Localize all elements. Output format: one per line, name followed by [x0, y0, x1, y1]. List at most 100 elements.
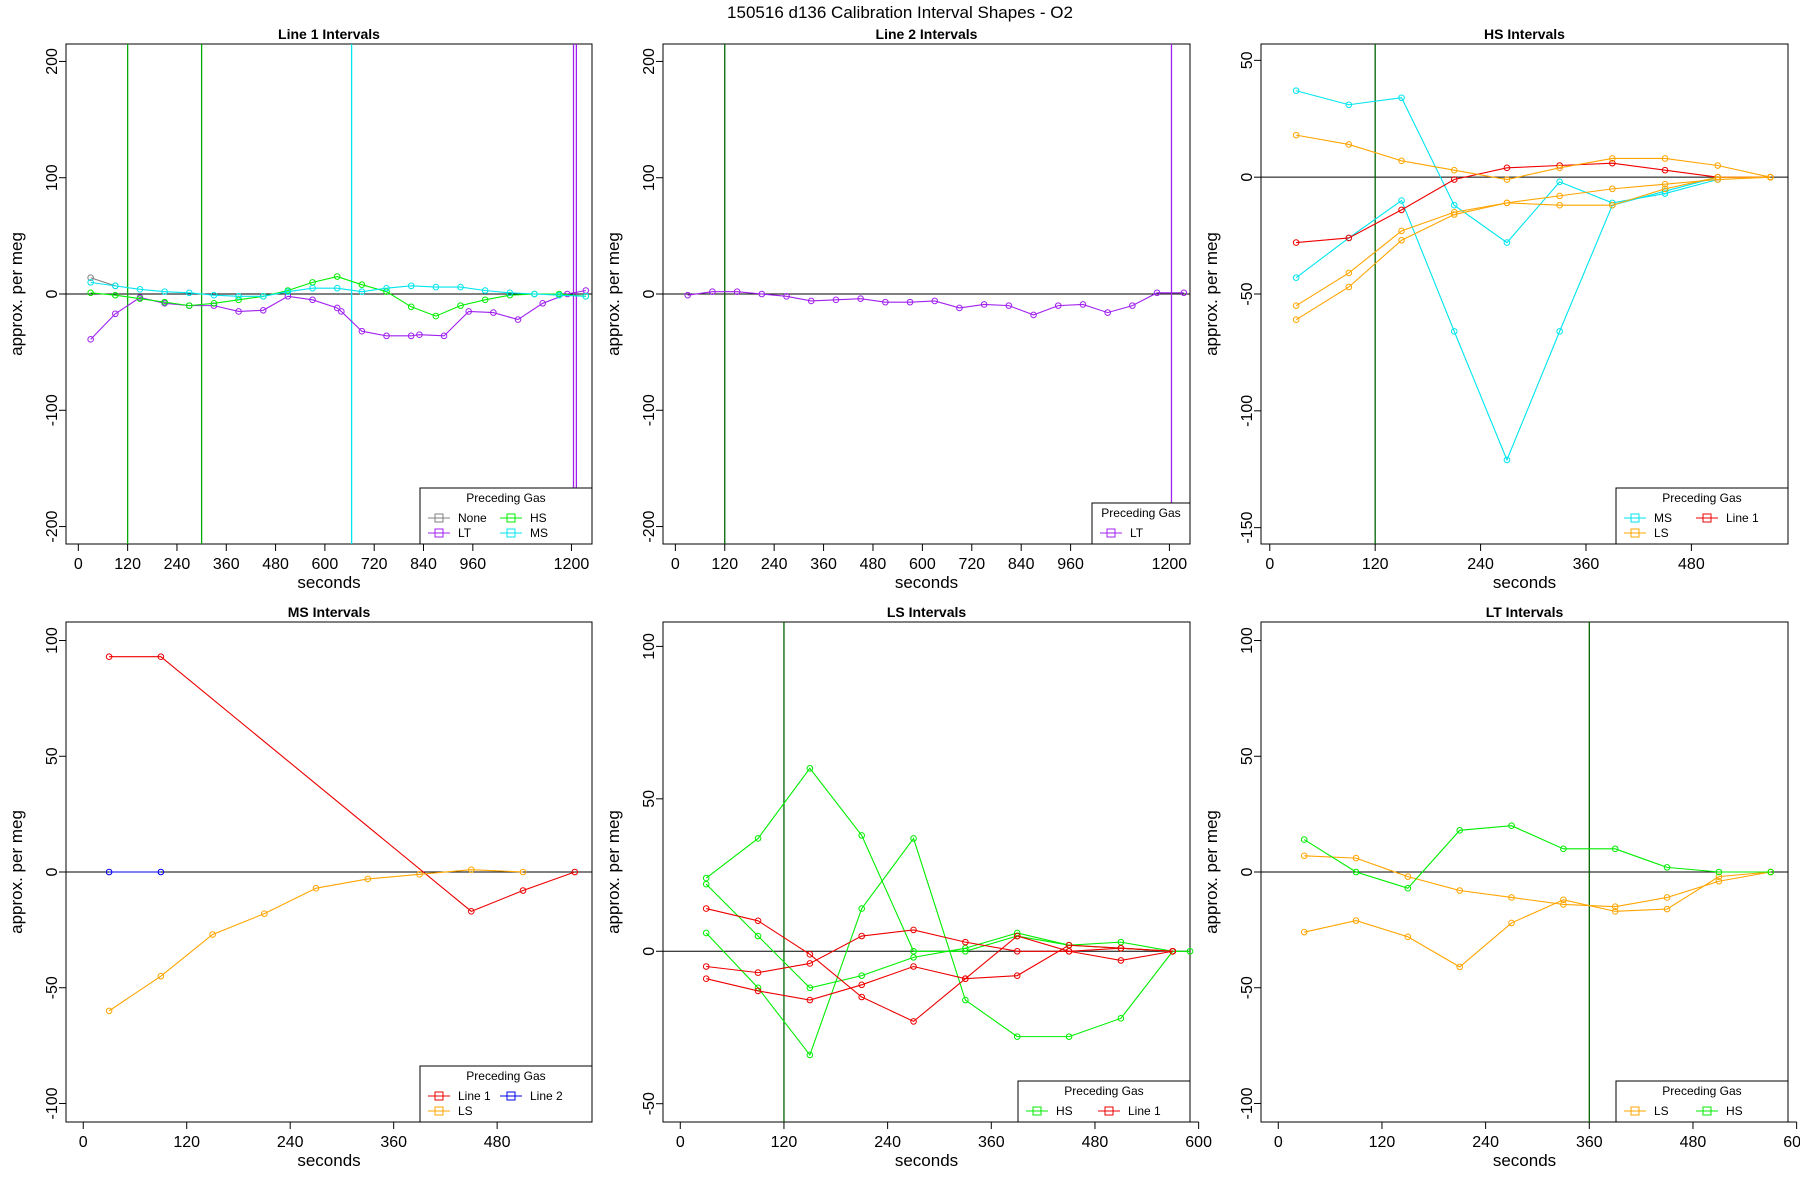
x-tick-label: 0 — [671, 556, 680, 573]
data-point — [1503, 239, 1511, 246]
legend-item-ls: LS — [428, 1104, 473, 1118]
y-tick-label: 100 — [44, 164, 61, 191]
x-tick-label: 360 — [1576, 1134, 1603, 1151]
legend-item-hs: HS — [1696, 1104, 1743, 1118]
data-point — [1180, 289, 1188, 297]
series-ls — [1292, 173, 1774, 309]
data-point — [383, 288, 390, 295]
data-point — [432, 283, 440, 291]
data-point — [1186, 947, 1194, 955]
data-point — [1398, 157, 1405, 165]
data-point — [906, 298, 914, 306]
legend-label: Line 2 — [530, 1089, 563, 1103]
series-line — [687, 291, 1184, 316]
series-line — [90, 281, 586, 297]
data-point — [161, 298, 168, 306]
chart-title: MS Intervals — [288, 604, 371, 620]
x-tick-label: 0 — [1274, 1134, 1283, 1151]
data-point — [806, 996, 814, 1004]
data-point — [1450, 176, 1458, 183]
legend-label: None — [458, 511, 487, 525]
series-ls — [1292, 131, 1774, 183]
data-point — [1345, 269, 1353, 277]
data-point — [416, 871, 423, 878]
legend-item-ls: LS — [1624, 1104, 1669, 1118]
x-tick-label: 840 — [1008, 556, 1035, 573]
data-point — [1352, 868, 1360, 876]
data-point — [1508, 894, 1515, 901]
y-tick-label: -100 — [641, 394, 658, 426]
legend-title: Preceding Gas — [466, 491, 545, 505]
series-line-1 — [105, 653, 579, 915]
data-point — [1714, 162, 1722, 169]
data-point — [481, 296, 489, 304]
data-point — [1503, 199, 1511, 207]
data-point — [481, 287, 489, 294]
series-line — [706, 944, 1173, 1001]
series-hs — [702, 835, 1177, 1059]
legend-label: LT — [1130, 526, 1144, 540]
series-lt — [684, 288, 1188, 319]
y-tick-label: 200 — [641, 48, 658, 75]
data-point — [1300, 836, 1308, 843]
legend-label: HS — [1726, 1104, 1743, 1118]
y-tick-label: 200 — [44, 48, 61, 75]
x-tick-label: 600 — [909, 556, 936, 573]
x-tick-label: 600 — [312, 556, 339, 573]
legend-item-ms: MS — [500, 526, 548, 540]
data-point — [1450, 201, 1458, 209]
series-line-1 — [702, 941, 1177, 1004]
x-tick-label: 240 — [164, 556, 191, 573]
data-point — [931, 297, 939, 305]
data-point — [312, 884, 320, 892]
x-tick-label: 360 — [1573, 556, 1600, 573]
series-line — [1303, 825, 1771, 889]
data-point — [754, 835, 762, 842]
data-point — [1663, 894, 1671, 901]
data-point — [467, 908, 475, 915]
legend-swatch-marker — [434, 1106, 444, 1116]
data-point — [858, 981, 866, 989]
series-ls — [105, 866, 527, 1015]
data-point — [754, 932, 762, 940]
data-point — [87, 274, 94, 282]
data-point — [1398, 94, 1405, 102]
data-point — [1352, 854, 1360, 862]
data-point — [1292, 316, 1300, 324]
chart-panel-ms-intervals: MS Intervals 0 120 240 360 480 -100 -50 0 50 100 se… — [7, 604, 593, 1170]
y-tick-label: -150 — [1239, 512, 1256, 544]
legend: Preceding Gas MS Line 1 LS — [1615, 487, 1789, 545]
legend-title: Preceding Gas — [466, 1069, 545, 1083]
x-tick-label: 360 — [380, 1134, 407, 1151]
data-point — [87, 336, 94, 343]
x-tick-label: 120 — [173, 1134, 200, 1151]
series-line — [1295, 90, 1718, 244]
y-tick-label: 50 — [44, 747, 61, 765]
data-point — [185, 289, 193, 297]
data-point — [1503, 176, 1511, 183]
series-line — [90, 277, 116, 287]
data-point — [1153, 289, 1161, 297]
data-point — [858, 972, 866, 979]
legend-swatch-marker — [434, 513, 444, 523]
data-point — [506, 289, 514, 297]
data-point — [235, 296, 242, 304]
data-point — [571, 868, 579, 876]
data-point — [432, 312, 440, 320]
chart-title: HS Intervals — [1484, 26, 1565, 42]
legend-swatch-marker — [1702, 1106, 1712, 1116]
legend-label: Line 1 — [1128, 1104, 1161, 1118]
legend: Preceding Gas None HS LT MS — [419, 487, 593, 545]
data-point — [284, 288, 292, 295]
data-point — [457, 283, 464, 291]
x-tick-label: 480 — [262, 556, 289, 573]
data-point — [1609, 155, 1616, 162]
data-point — [910, 835, 917, 842]
data-point — [1398, 227, 1405, 235]
y-tick-label: -50 — [641, 1092, 658, 1115]
data-point — [1117, 1015, 1125, 1022]
chart-panel-line-2-intervals: Line 2 Intervals 0 120 240 360 480 600 720 840 96… — [604, 26, 1191, 592]
legend-swatch-marker — [434, 1091, 444, 1101]
series-line — [90, 275, 586, 317]
